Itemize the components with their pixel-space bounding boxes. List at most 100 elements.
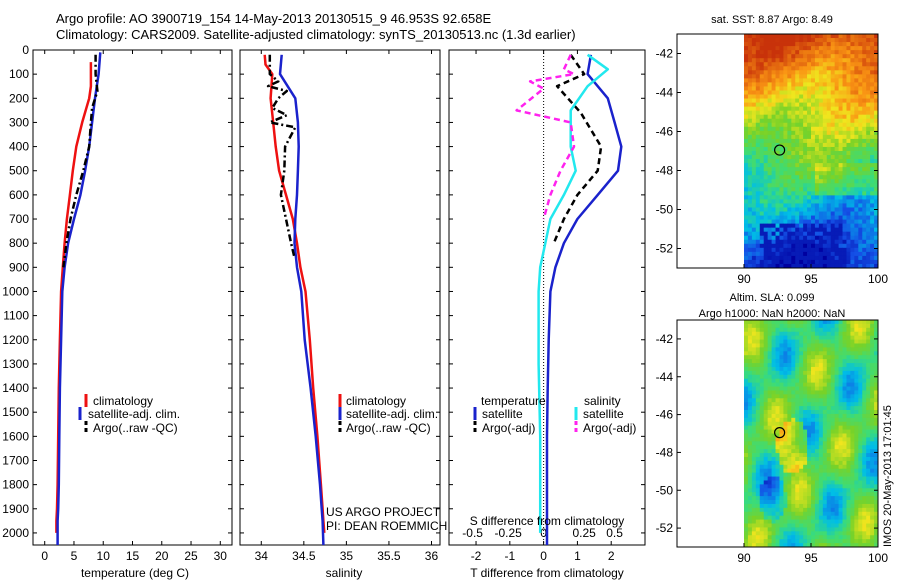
map-cell xyxy=(767,437,772,442)
map-cell xyxy=(838,38,843,43)
map-cell xyxy=(779,183,784,188)
map-cell xyxy=(818,382,824,387)
map-cell xyxy=(862,235,867,241)
map-cell xyxy=(838,410,843,415)
map-cell xyxy=(818,58,824,63)
map-cell xyxy=(838,433,843,438)
map-cell xyxy=(755,539,761,544)
map-cell xyxy=(747,126,753,132)
map-cell xyxy=(822,211,828,216)
series-line-salinity-satellite xyxy=(537,53,610,533)
map-cell xyxy=(755,255,761,261)
map-cell xyxy=(763,320,769,325)
map-cell xyxy=(830,34,836,39)
map-cell xyxy=(759,320,765,325)
map-cell xyxy=(838,126,843,132)
map-cell xyxy=(874,355,879,360)
map-cell xyxy=(870,421,875,427)
map-cell xyxy=(767,106,772,112)
map-cell xyxy=(818,187,824,192)
map-cell xyxy=(842,207,847,212)
argo-position-marker xyxy=(774,427,786,439)
series-line-satellite-adj-clim- xyxy=(56,52,102,545)
map-cell xyxy=(862,227,867,233)
map-cell xyxy=(747,62,753,67)
map-cell xyxy=(854,390,859,395)
map-cell xyxy=(771,126,776,132)
map-cell xyxy=(858,86,863,91)
map-cell xyxy=(795,34,800,39)
map-cell xyxy=(822,191,828,196)
map-cell xyxy=(799,370,804,376)
map-cell xyxy=(834,235,839,241)
map-cell xyxy=(862,138,867,144)
map-cell xyxy=(874,175,879,180)
map-cell xyxy=(787,199,792,204)
map-cell xyxy=(842,159,847,164)
map-cell xyxy=(751,323,757,329)
map-cell xyxy=(826,480,832,485)
map-cell xyxy=(858,429,863,434)
map-cell xyxy=(779,255,784,261)
map-cell xyxy=(779,402,784,407)
legend-title-temperature: temperature xyxy=(481,394,546,408)
map-cell xyxy=(854,417,859,423)
map-cell xyxy=(838,163,843,168)
map-cell xyxy=(838,476,843,481)
map-cell xyxy=(791,74,796,79)
map-cell xyxy=(834,527,839,532)
map-cell xyxy=(862,343,867,348)
map-cell xyxy=(795,539,800,544)
map-cell xyxy=(822,34,828,39)
map-cell xyxy=(795,347,800,352)
map-cell xyxy=(787,543,792,548)
map-cell xyxy=(791,507,796,513)
map-cell xyxy=(850,421,855,427)
map-cell xyxy=(791,500,796,505)
map-cell xyxy=(862,351,867,356)
map-cell xyxy=(803,382,808,387)
map-cell xyxy=(814,78,820,83)
map-cell xyxy=(779,223,784,229)
map-cell xyxy=(791,406,796,411)
map-cell xyxy=(846,480,851,485)
map-cell xyxy=(838,417,843,423)
map-cell xyxy=(791,492,796,497)
map-cell xyxy=(767,122,772,128)
map-cell xyxy=(850,231,855,237)
map-cell xyxy=(744,227,749,233)
map-cell xyxy=(830,366,836,372)
map-cell xyxy=(791,472,796,477)
map-cell xyxy=(842,503,847,509)
map-cell xyxy=(834,531,839,536)
map-cell xyxy=(783,378,788,384)
map-cell xyxy=(846,453,851,458)
map-cell xyxy=(858,90,863,95)
map-cell xyxy=(862,370,867,376)
map-cell xyxy=(870,211,875,216)
map-cell xyxy=(874,390,879,395)
map-cell xyxy=(862,488,867,493)
map-cell xyxy=(759,167,765,172)
map-cell xyxy=(807,62,812,67)
map-cell xyxy=(866,347,871,352)
map-cell xyxy=(775,394,780,399)
map-cell xyxy=(834,402,839,407)
map-cell xyxy=(747,331,753,337)
map-cell xyxy=(842,215,847,220)
map-cell xyxy=(763,130,769,136)
map-cell xyxy=(767,151,772,156)
map-cell xyxy=(858,441,863,446)
map-cell xyxy=(759,171,765,176)
map-cell xyxy=(822,114,828,120)
map-cell xyxy=(767,134,772,140)
map-cell xyxy=(747,370,753,376)
map-cell xyxy=(818,323,824,329)
map-cell xyxy=(775,527,780,532)
map-cell xyxy=(807,259,812,265)
map-cell xyxy=(846,406,851,411)
map-cell xyxy=(854,74,859,79)
map-cell xyxy=(838,468,843,474)
map-cell xyxy=(842,519,847,524)
map-cell xyxy=(767,500,772,505)
